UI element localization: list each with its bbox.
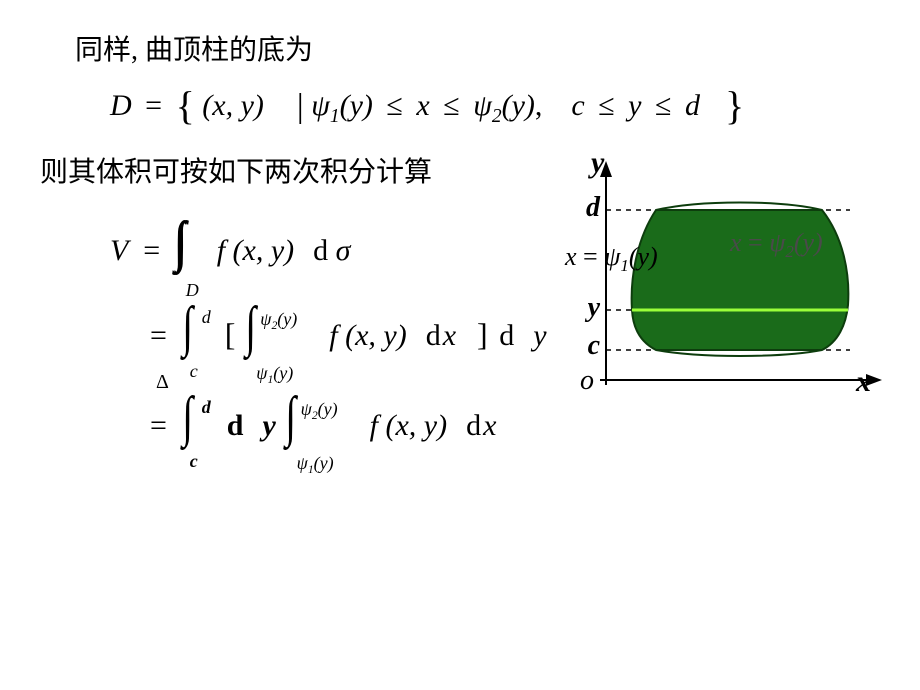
eq-sign-2: = [143, 234, 160, 267]
eq-volume-3: Δ = ∫ c d d y ∫ ψ1(y) ψ2(y) f (x, y) dx [150, 385, 496, 449]
int1-lo: c [190, 361, 198, 382]
le-3: ≤ [598, 89, 614, 122]
le-2: ≤ [443, 89, 459, 122]
axis-label-x: x [856, 365, 871, 399]
int2-lo: ψ1(y) [256, 363, 293, 386]
eq-volume-1: V = ∫∫D f (x, y) d σ [110, 210, 350, 274]
int3-lo: c [190, 451, 198, 472]
label-psi1: x = ψ1(y) [565, 242, 658, 276]
le-4: ≤ [655, 89, 671, 122]
var-c: c [571, 89, 584, 122]
dy-y: y [533, 319, 546, 352]
le-1: ≤ [386, 89, 402, 122]
eq-sign-4: = [150, 409, 167, 442]
dy2-y: y [262, 409, 275, 442]
psi1-arg: (y) [340, 89, 373, 122]
psi2: ψ [473, 89, 492, 122]
psi2-arg: (y) [502, 89, 535, 122]
rbracket: ] [477, 316, 488, 352]
intro-text-2: 则其体积可按如下两次积分计算 [40, 150, 432, 190]
tick-c: c [564, 330, 600, 362]
delta-icon: Δ [156, 371, 169, 394]
int1-hi: d [202, 307, 211, 328]
var-y: y [628, 89, 641, 122]
fxy-2: f (x, y) [329, 319, 406, 352]
dx2-x: x [483, 409, 496, 442]
integral-icon-4: ∫ [286, 385, 297, 449]
domain-definition: D = { (x, y) | ψ1(y) ≤ x ≤ ψ2(y), c ≤ y … [110, 78, 744, 128]
region-diagram: y x o d y c x = ψ1(y) x = ψ2(y) [560, 170, 900, 430]
fxy-3: f (x, y) [370, 409, 447, 442]
dy2-d: d [227, 409, 244, 442]
dx-d: d [426, 319, 441, 352]
origin-label: o [580, 365, 594, 397]
int4-lo: ψ1(y) [297, 453, 334, 476]
integral-icon-3: ∫ [183, 385, 194, 449]
fxy-1: f (x, y) [217, 234, 294, 267]
set-xy: (x, y) [202, 89, 264, 122]
var-V: V [110, 234, 128, 267]
int2-hi: ψ2(y) [260, 309, 297, 332]
int3-hi: d [202, 397, 211, 418]
sigma: σ [336, 234, 351, 267]
psi2-sub: 2 [492, 106, 502, 127]
integral-icon-1: ∫ [183, 295, 194, 359]
slide: 同样, 曲顶柱的底为 D = { (x, y) | ψ1(y) ≤ x ≤ ψ2… [0, 0, 920, 690]
brace-left: { [176, 82, 195, 129]
set-bar: | [297, 88, 304, 125]
lbracket: [ [225, 316, 236, 352]
eq-sign-3: = [150, 319, 167, 352]
integral-icon-2: ∫ [245, 295, 256, 359]
int4-hi: ψ2(y) [301, 399, 338, 422]
dx-x: x [443, 319, 456, 352]
brace-right: } [725, 82, 744, 129]
psi1: ψ [311, 89, 330, 122]
diagram-svg [560, 170, 900, 430]
comma-1: , [535, 89, 543, 122]
dx2-d: d [466, 409, 481, 442]
label-psi2: x = ψ2(y) [730, 228, 823, 262]
d-sigma-d: d [313, 234, 328, 267]
eq-volume-2: = ∫ c d [ ∫ ψ1(y) ψ2(y) f (x, y) dx ] d … [150, 295, 547, 359]
var-d: d [685, 89, 700, 122]
psi1-sub: 1 [330, 106, 340, 127]
dy-d: d [499, 319, 514, 352]
tick-y: y [564, 292, 600, 324]
eq-sign: = [145, 89, 162, 122]
axis-label-y: y [591, 146, 604, 180]
intro-text-1: 同样, 曲顶柱的底为 [75, 28, 313, 68]
var-D: D [110, 89, 132, 122]
var-x: x [416, 89, 429, 122]
tick-d: d [564, 192, 600, 224]
